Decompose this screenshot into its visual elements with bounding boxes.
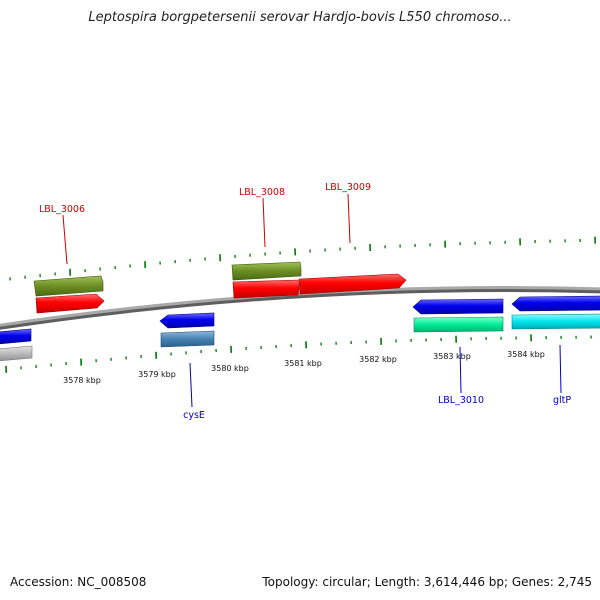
tick-label-3583: 3583 kbp: [433, 352, 471, 361]
accession-label: Accession: NC_008508: [10, 575, 147, 589]
map-title: Leptospira borgpetersenii serovar Hardjo…: [88, 10, 512, 25]
gene-label-lbl3010: LBL_3010: [438, 395, 484, 406]
feature-gltp-blue[interactable]: [511, 295, 600, 312]
tick-label-3579: 3579 kbp: [138, 370, 176, 379]
gene-label-lbl3008: LBL_3008: [239, 187, 285, 198]
tick-label-3580: 3580 kbp: [211, 364, 249, 373]
outer-tick-ring: [9, 236, 596, 281]
feature-lbl3008-olive[interactable]: [231, 261, 302, 281]
feature-left-blue[interactable]: [0, 328, 32, 345]
feature-lbl3010-green[interactable]: [413, 316, 504, 333]
feature-left-gray[interactable]: [0, 345, 33, 362]
tick-label-3582: 3582 kbp: [359, 355, 397, 364]
genome-summary: Topology: circular; Length: 3,614,446 bp…: [262, 575, 592, 589]
feature-lbl3008-red[interactable]: [232, 279, 300, 299]
inner-tick-ring: [5, 334, 592, 373]
gene-label-gltp: gltP: [553, 395, 571, 406]
gene-label-lbl3009: LBL_3009: [325, 182, 371, 193]
gene-label-lbl3006: LBL_3006: [39, 204, 85, 215]
label-leaders: [62, 193, 562, 408]
tick-label-3581: 3581 kbp: [284, 359, 322, 368]
backbone-shadow: [0, 287, 600, 330]
tick-label-3578: 3578 kbp: [63, 376, 101, 385]
feature-track: [0, 261, 600, 362]
tick-label-3584: 3584 kbp: [507, 350, 545, 359]
feature-lbl3010-blue[interactable]: [412, 298, 504, 315]
gene-label-cyse: cysE: [183, 410, 205, 421]
feature-gltp-cyan[interactable]: [511, 313, 600, 330]
feature-lbl3006-red[interactable]: [35, 293, 105, 314]
feature-cyse-blue[interactable]: [159, 312, 215, 329]
feature-lbl3006-olive[interactable]: [33, 275, 104, 297]
feature-lbl3009-red[interactable]: [298, 273, 407, 295]
feature-cyse-steel[interactable]: [160, 330, 215, 348]
